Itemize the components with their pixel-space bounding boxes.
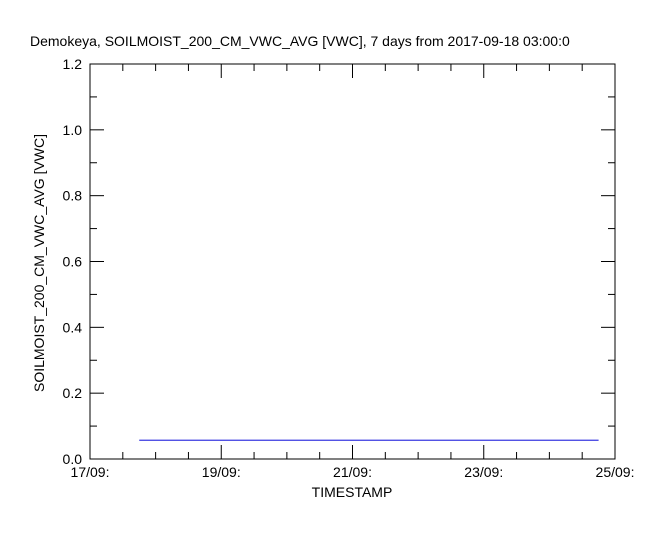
- x-tick-label: 19/09:: [202, 464, 241, 480]
- plot-frame: [89, 63, 616, 460]
- chart-title: Demokeya, SOILMOIST_200_CM_VWC_AVG [VWC]…: [30, 33, 570, 49]
- x-axis-label: TIMESTAMP: [312, 484, 393, 500]
- x-tick-label: 23/09:: [464, 464, 503, 480]
- y-tick-label: 1.0: [63, 122, 83, 138]
- y-tick-label: 0.8: [63, 188, 83, 204]
- y-tick-label: 1.2: [63, 56, 83, 72]
- plot-axes: 0.0 0.2 0.4 0.6 0.8 1.0 1.2 17/09: 19/09: 21/09: 2…: [63, 56, 635, 480]
- x-tick-label: 25/09:: [596, 464, 635, 480]
- y-tick-label: 0.6: [63, 254, 83, 270]
- y-tick-label: 0.4: [63, 319, 83, 335]
- x-tick-label: 17/09:: [71, 464, 110, 480]
- y-tick-label: 0.0: [63, 451, 83, 467]
- x-tick-label: 21/09:: [333, 464, 372, 480]
- y-tick-label: 0.2: [63, 385, 83, 401]
- y-axis-label: SOILMOIST_200_CM_VWC_AVG [VWC]: [31, 134, 47, 392]
